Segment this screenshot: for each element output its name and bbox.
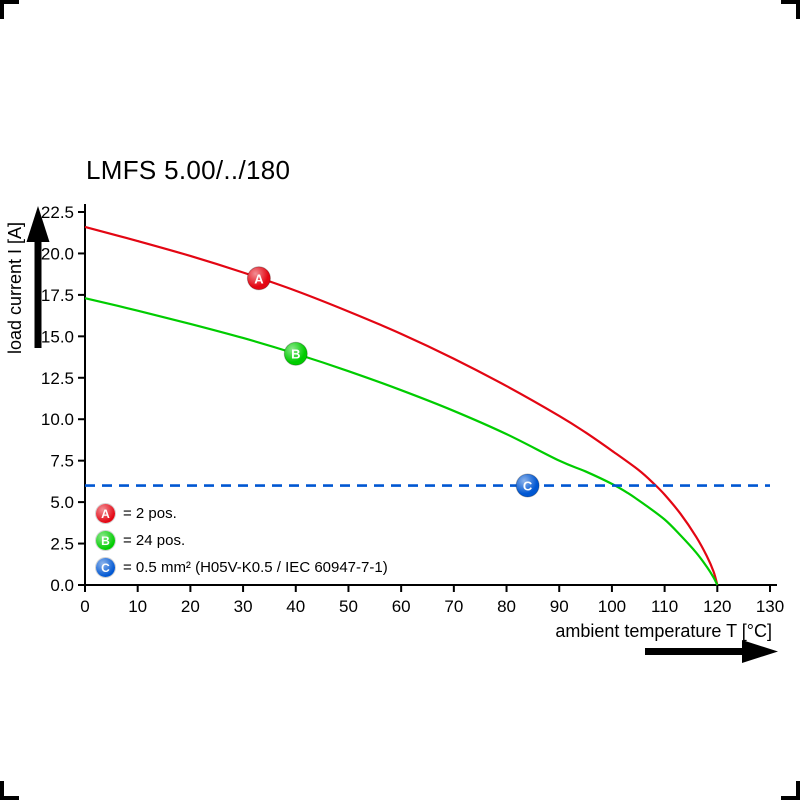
x-tick-label: 80 bbox=[497, 597, 516, 616]
y-tick-label: 15.0 bbox=[41, 327, 74, 346]
marker-a-label: A bbox=[254, 271, 264, 286]
legend-text-a: = 2 pos. bbox=[123, 505, 177, 522]
crop-mark-top-right bbox=[781, 0, 800, 19]
x-tick-label: 60 bbox=[392, 597, 411, 616]
legend-text-b: = 24 pos. bbox=[123, 532, 186, 549]
x-tick-label: 30 bbox=[234, 597, 253, 616]
marker-c-icon bbox=[515, 473, 540, 498]
y-tick-label: 10.0 bbox=[41, 410, 74, 429]
x-axis-arrow-icon bbox=[645, 640, 778, 663]
legend-item-a: A = 2 pos. bbox=[96, 500, 388, 527]
legend-letter-c: C bbox=[101, 560, 110, 575]
y-tick-label: 7.5 bbox=[50, 452, 74, 471]
legend-letter-a: A bbox=[101, 506, 110, 521]
x-tick-label: 50 bbox=[339, 597, 358, 616]
marker-b-label: B bbox=[291, 347, 300, 362]
x-axis-label: ambient temperature T [°C] bbox=[555, 621, 772, 641]
legend-letter-b: B bbox=[101, 533, 110, 548]
legend-marker-a-icon: A bbox=[96, 504, 115, 523]
y-tick-label: 0.0 bbox=[50, 576, 74, 595]
curve-a bbox=[84, 225, 719, 586]
y-tick-label: 20.0 bbox=[41, 244, 74, 263]
crop-mark-bottom-right bbox=[781, 781, 800, 800]
chart-title: LMFS 5.00/../180 bbox=[86, 155, 291, 185]
y-tick-label: 12.5 bbox=[41, 369, 74, 388]
legend-item-b: B = 24 pos. bbox=[96, 527, 388, 554]
marker-b-icon bbox=[283, 341, 308, 366]
curve-b bbox=[84, 297, 719, 586]
crop-mark-top-left bbox=[0, 0, 19, 19]
x-tick-label: 130 bbox=[756, 597, 784, 616]
legend-text-c: = 0.5 mm² (H05V-K0.5 / IEC 60947-7-1) bbox=[123, 559, 388, 576]
marker-c-label: C bbox=[523, 479, 533, 494]
x-tick-label: 70 bbox=[444, 597, 463, 616]
x-tick-label: 90 bbox=[550, 597, 569, 616]
x-tick-label: 40 bbox=[286, 597, 305, 616]
x-tick-label: 10 bbox=[128, 597, 147, 616]
legend-marker-b-icon: B bbox=[96, 531, 115, 550]
marker-a-icon bbox=[246, 266, 271, 291]
y-tick-label: 17.5 bbox=[41, 286, 74, 305]
x-tick-label: 120 bbox=[703, 597, 731, 616]
legend-marker-c-icon: C bbox=[96, 558, 115, 577]
legend-item-c: C = 0.5 mm² (H05V-K0.5 / IEC 60947-7-1) bbox=[96, 554, 388, 581]
crop-mark-bottom-left bbox=[0, 781, 19, 800]
y-tick-label: 2.5 bbox=[50, 535, 74, 554]
x-tick-label: 0 bbox=[80, 597, 89, 616]
y-tick-label: 5.0 bbox=[50, 493, 74, 512]
legend: A = 2 pos. B = 24 pos. C = 0.5 mm² (H05V… bbox=[96, 500, 388, 581]
y-tick-label: 22.5 bbox=[41, 203, 74, 222]
y-axis-arrow-icon bbox=[26, 206, 50, 348]
x-tick-label: 100 bbox=[598, 597, 626, 616]
x-tick-label: 20 bbox=[181, 597, 200, 616]
x-tick-label: 110 bbox=[651, 597, 678, 616]
